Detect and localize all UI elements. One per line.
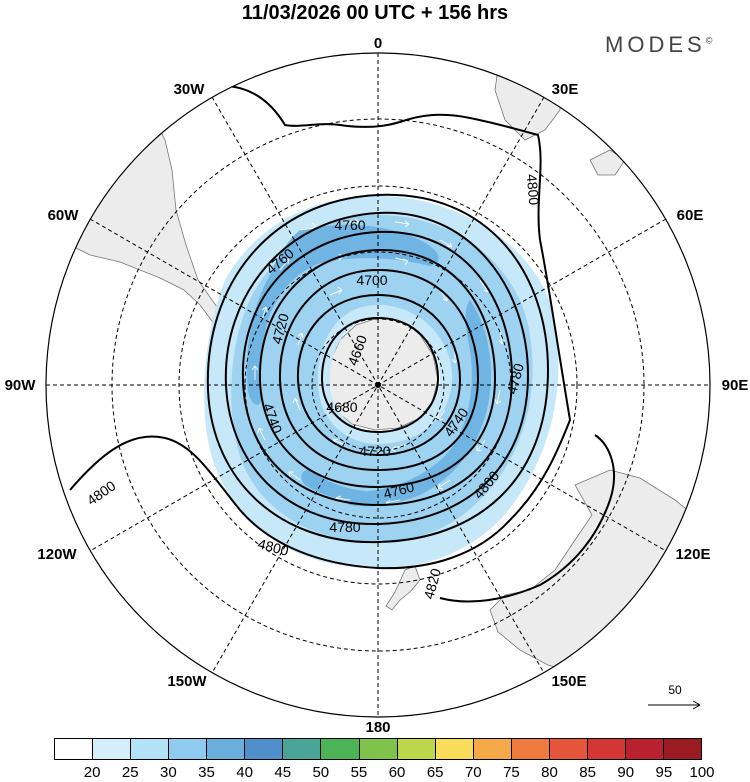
- reference-vector: 50: [648, 683, 701, 710]
- lon-label-30w: 30W: [174, 81, 206, 98]
- lon-label-90w: 90W: [5, 377, 37, 394]
- colorbar-tick-label: 20: [83, 764, 101, 781]
- contour-4740: [241, 230, 514, 507]
- contour-label: 4780: [329, 519, 360, 535]
- lon-label-120e: 120E: [675, 546, 710, 563]
- colorbar-tick-label: 25: [121, 764, 139, 781]
- map-boundary: [45, 52, 711, 718]
- colorbar-tick-label: 85: [579, 764, 596, 781]
- lon-label-60e: 60E: [677, 207, 704, 224]
- colorbar-tick-label: 65: [426, 764, 444, 781]
- colorbar-tick-label: 90: [617, 764, 635, 781]
- lon-label-30e: 30E: [552, 81, 579, 98]
- colorbar-tick-label: 60: [388, 764, 406, 781]
- lon-label-90e: 90E: [722, 377, 749, 394]
- colorbar-ticks: 20 25 30 35 40 45 50 55 60 65 70 75 80 85 90 95 100: [54, 764, 715, 782]
- colorbar-tick-label: 80: [541, 764, 558, 781]
- contour-label: 4800: [524, 173, 543, 206]
- contour-label: 4720: [359, 443, 390, 459]
- brand-text: MODES: [605, 32, 706, 57]
- contour-4820: [439, 434, 615, 603]
- lon-label-150w: 150W: [167, 673, 207, 690]
- contour-label: 4780: [503, 361, 527, 395]
- colorbar-tick-label: 95: [655, 764, 673, 781]
- colorbar-cell: [587, 739, 626, 759]
- brand-mark: ©: [705, 35, 713, 46]
- contour-label: 4800: [256, 535, 290, 559]
- contour-label: 4820: [420, 566, 444, 600]
- colorbar-cell: [435, 739, 474, 759]
- colorbar-tick-label: 45: [274, 764, 292, 781]
- colorbar-cell: [283, 739, 322, 759]
- colorbar-tick-label: 100: [689, 764, 715, 781]
- height-contours: [69, 84, 615, 603]
- colorbar-cell: [207, 739, 246, 759]
- lon-label-180: 180: [365, 719, 390, 736]
- land-layer: [46, 53, 701, 691]
- wind-vectors: [251, 218, 506, 507]
- colorbar-tick-label: 40: [236, 764, 253, 781]
- colorbar-tick-label: 35: [198, 764, 215, 781]
- colorbar-cell: [245, 739, 284, 759]
- land-australia: [489, 469, 701, 691]
- colorbar-cell: [93, 739, 132, 759]
- contour-label: 4720: [268, 311, 292, 345]
- colorbar: [54, 738, 702, 760]
- colorbar-cell: [321, 739, 360, 759]
- colorbar-tick-label: 50: [312, 764, 330, 781]
- wind-band-strong-2: [345, 300, 491, 507]
- land-southern-africa: [589, 149, 626, 176]
- lon-label-150e: 150E: [551, 673, 586, 690]
- brand-logo: MODES©: [605, 32, 712, 58]
- lon-label-60w: 60W: [48, 207, 80, 224]
- south-pole-marker: [375, 382, 381, 388]
- contour-label: 4700: [356, 272, 387, 288]
- colorbar-cell: [55, 739, 94, 759]
- contour-4800-main: [69, 84, 572, 570]
- colorbar-cell: [359, 739, 398, 759]
- wind-band-strong-3: [301, 469, 394, 503]
- reference-vector-label: 50: [668, 683, 682, 697]
- colorbar-cell: [397, 739, 436, 759]
- colorbar-cell: [664, 739, 702, 759]
- wind-band-strong: [246, 224, 439, 405]
- colorbar-cell: [131, 739, 170, 759]
- colorbar-tick-label: 30: [160, 764, 177, 781]
- colorbar-tick-label: 55: [350, 764, 368, 781]
- contour-label: 4800: [84, 477, 119, 508]
- contour-label: 4760: [334, 217, 365, 233]
- contour-4780: [206, 193, 550, 544]
- lon-label-120w: 120W: [37, 546, 77, 563]
- map-title: 11/03/2026 00 UTC + 156 hrs: [241, 2, 509, 24]
- contour-label: 4760: [382, 478, 416, 502]
- colorbar-tick-label: 75: [503, 764, 520, 781]
- longitude-labels: 0 30E 60E 90E 120E 150E 180 150W 120W 90…: [5, 35, 749, 736]
- colorbar-cell: [169, 739, 208, 759]
- colorbar-cell: [625, 739, 664, 759]
- colorbar-cell: [473, 739, 512, 759]
- colorbar-cell: [511, 739, 550, 759]
- colorbar-cell: [549, 739, 588, 759]
- contour-label: 4680: [326, 399, 357, 415]
- reference-vector-arrowhead: [692, 700, 701, 710]
- colorbar-tick-label: 70: [464, 764, 482, 781]
- land-new-zealand: [385, 565, 421, 611]
- lon-label-0: 0: [374, 35, 382, 52]
